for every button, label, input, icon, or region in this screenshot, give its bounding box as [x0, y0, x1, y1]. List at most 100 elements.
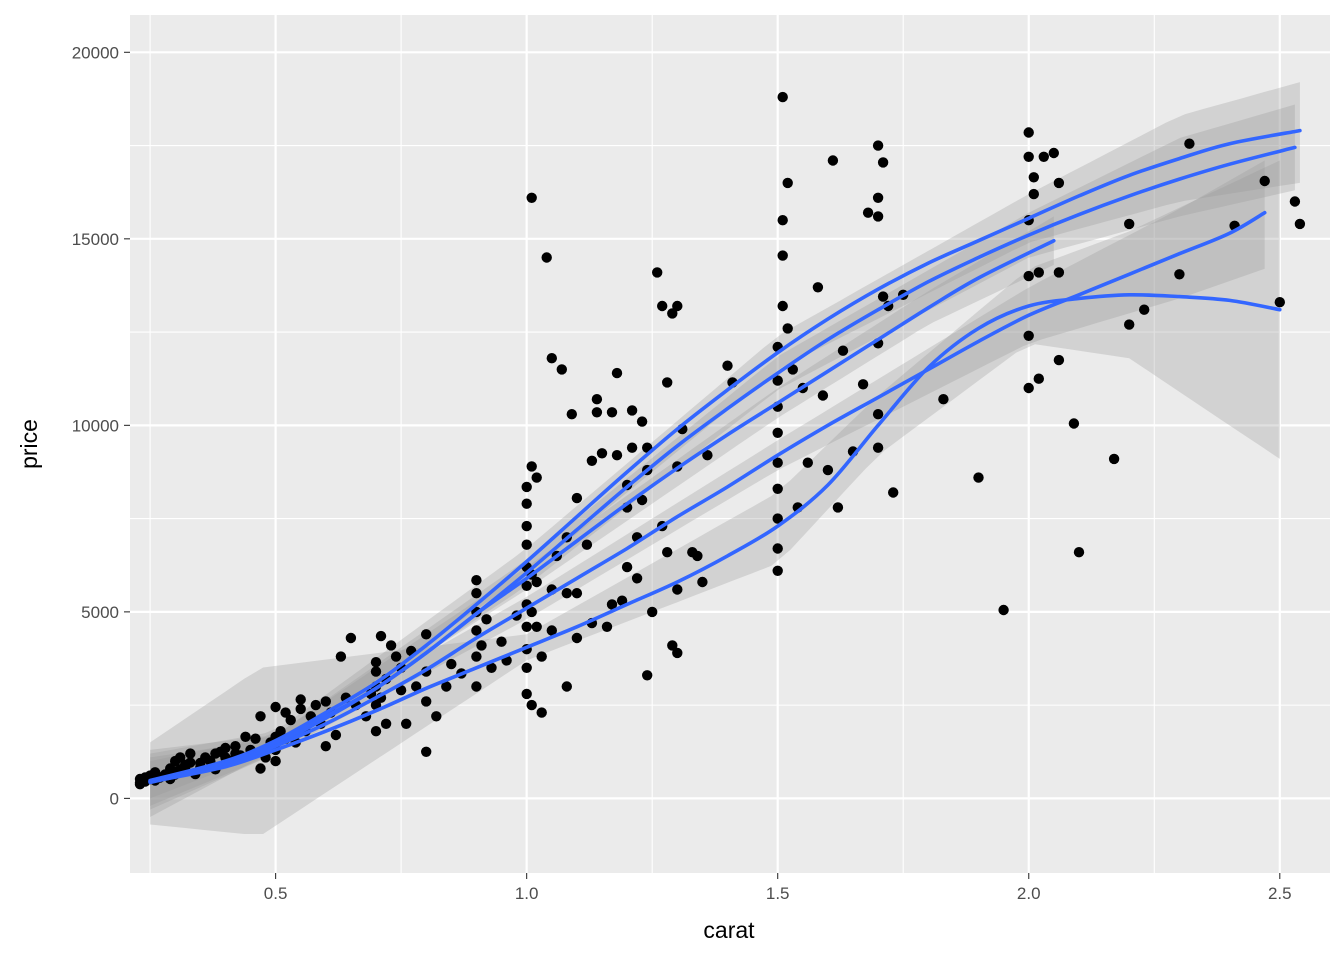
- data-point: [772, 457, 783, 468]
- data-point: [877, 291, 889, 302]
- data-point: [185, 748, 196, 759]
- data-point: [255, 763, 266, 774]
- y-tick-label-1: 5000: [81, 603, 119, 622]
- data-point: [561, 681, 572, 692]
- x-tick-label-2: 1.5: [766, 884, 790, 903]
- data-point: [536, 707, 547, 718]
- data-point: [697, 576, 708, 588]
- data-point: [1023, 330, 1034, 341]
- data-point: [385, 640, 397, 651]
- data-point: [872, 409, 884, 420]
- data-point: [330, 729, 342, 741]
- y-axis: 0 5000 10000 15000 20000: [72, 43, 130, 808]
- data-point: [877, 157, 889, 168]
- data-point: [1139, 304, 1150, 315]
- y-axis-title: price: [16, 419, 42, 469]
- data-point: [1028, 172, 1040, 183]
- x-tick-label-0: 0.5: [264, 884, 288, 903]
- data-point: [380, 718, 392, 729]
- data-point: [526, 461, 537, 472]
- data-point: [662, 547, 673, 558]
- x-tick-label-1: 1.0: [515, 884, 539, 903]
- data-point: [1184, 138, 1195, 149]
- minor-gridlines: [130, 15, 1330, 873]
- data-point: [606, 599, 618, 610]
- data-point: [531, 576, 542, 588]
- y-tick-label-0: 0: [110, 789, 119, 808]
- data-point: [1108, 453, 1120, 465]
- data-point: [657, 300, 668, 312]
- data-point: [672, 584, 683, 595]
- data-point: [802, 457, 813, 468]
- data-point: [541, 252, 552, 263]
- data-point: [872, 442, 884, 453]
- data-point: [1259, 175, 1270, 187]
- data-point: [601, 621, 613, 632]
- data-point: [1053, 354, 1065, 366]
- data-point: [446, 658, 457, 670]
- data-point: [441, 681, 452, 692]
- data-point: [832, 502, 844, 513]
- data-point: [662, 377, 673, 388]
- data-point: [471, 575, 482, 586]
- data-point: [521, 539, 532, 550]
- data-point: [938, 394, 949, 405]
- data-point: [772, 565, 783, 576]
- data-point: [782, 177, 793, 189]
- y-tick-label-4: 20000: [72, 43, 119, 62]
- data-point: [230, 741, 241, 752]
- data-point: [320, 696, 331, 707]
- data-point: [973, 472, 984, 483]
- data-point: [822, 464, 834, 476]
- data-point: [220, 742, 231, 754]
- data-point: [626, 405, 638, 416]
- data-point: [1053, 267, 1065, 278]
- x-tick-label-4: 2.5: [1268, 884, 1292, 903]
- data-point: [421, 696, 432, 707]
- data-point: [521, 580, 532, 591]
- data-point: [1124, 218, 1135, 230]
- data-point: [521, 498, 532, 509]
- y-tick-label-3: 15000: [72, 230, 119, 249]
- data-point: [471, 651, 482, 662]
- data-point: [692, 550, 703, 562]
- data-point: [536, 651, 547, 662]
- data-point: [240, 731, 251, 742]
- data-point: [526, 699, 537, 711]
- data-point: [375, 630, 387, 642]
- data-point: [561, 588, 572, 599]
- data-point: [471, 681, 482, 692]
- data-point: [586, 455, 598, 466]
- data-point: [642, 670, 653, 681]
- confidence-ribbon-0: [150, 82, 1300, 818]
- data-point: [370, 726, 382, 737]
- data-point: [631, 573, 643, 584]
- data-point: [772, 375, 783, 386]
- data-point: [611, 367, 623, 379]
- data-point: [395, 685, 407, 696]
- data-point: [546, 353, 557, 364]
- data-point: [621, 561, 633, 573]
- data-point: [777, 300, 788, 312]
- data-point: [1023, 151, 1034, 162]
- data-point: [998, 604, 1009, 616]
- smooth-line-2: [148, 238, 1056, 784]
- data-point: [521, 481, 532, 493]
- data-point: [626, 442, 638, 453]
- data-point: [837, 345, 849, 356]
- data-point: [566, 409, 577, 420]
- data-point: [1023, 382, 1034, 394]
- data-point: [1289, 196, 1301, 207]
- data-point: [636, 416, 648, 427]
- data-point: [255, 711, 266, 722]
- data-point: [636, 494, 648, 506]
- data-point: [421, 746, 432, 757]
- data-point: [295, 694, 306, 705]
- data-point: [320, 741, 331, 752]
- data-point: [185, 757, 196, 768]
- data-point: [1023, 270, 1034, 282]
- data-point: [777, 250, 788, 261]
- data-point: [606, 407, 618, 418]
- x-tick-label-3: 2.0: [1017, 884, 1041, 903]
